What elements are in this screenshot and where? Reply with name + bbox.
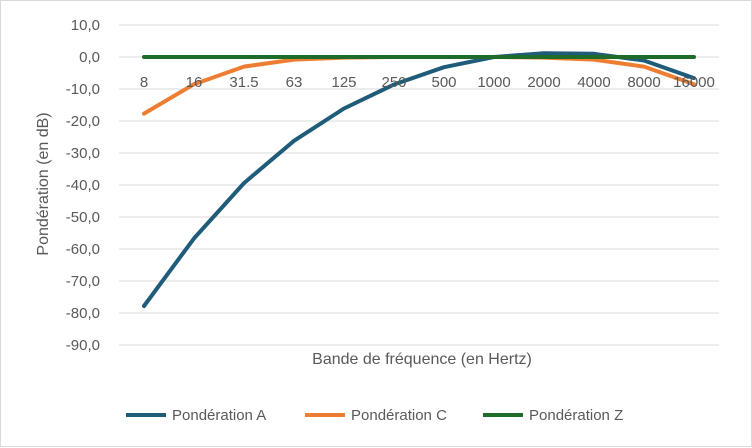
y-axis-ticks: 10,0 0,0 -10,0 -20,0 -30,0 -40,0 -50,0 -60,0 -70… (66, 17, 100, 354)
x-tick-label: 250 (381, 74, 406, 91)
y-tick-label: -40,0 (66, 177, 100, 194)
x-tick-label: 4000 (577, 74, 610, 91)
x-tick-label: 8 (140, 74, 148, 91)
y-tick-label: -20,0 (66, 113, 100, 130)
series-line-1 (142, 51, 696, 308)
legend-label-2: Pondération C (351, 407, 447, 424)
x-tick-label: 500 (431, 74, 456, 91)
y-axis-title: Pondération (en dB) (35, 112, 52, 255)
y-tick-label: 10,0 (71, 17, 100, 34)
legend-label-3: Pondération Z (529, 407, 623, 424)
x-tick-label: 2000 (527, 74, 560, 91)
series-lines (142, 51, 696, 308)
x-tick-label: 63 (286, 74, 303, 91)
x-tick-label: 125 (331, 74, 356, 91)
y-tick-label: -50,0 (66, 209, 100, 226)
y-tick-label: -80,0 (66, 305, 100, 322)
y-tick-label: -90,0 (66, 337, 100, 354)
x-tick-label: 16 (186, 74, 203, 91)
y-tick-label: -60,0 (66, 241, 100, 258)
x-tick-label: 1000 (477, 74, 510, 91)
x-tick-label: 31.5 (229, 74, 258, 91)
y-tick-label: -10,0 (66, 81, 100, 98)
legend: Pondération A Pondération C Pondération Z (126, 407, 623, 424)
legend-label-1: Pondération A (172, 407, 266, 424)
x-axis-ticks: 8 16 31.5 63 125 250 500 1000 2000 4000 8000 16000 (140, 74, 715, 91)
x-tick-label: 16000 (673, 74, 715, 91)
y-tick-label: -70,0 (66, 273, 100, 290)
gridlines (119, 24, 719, 346)
y-tick-label: -30,0 (66, 145, 100, 162)
series-line-2 (142, 55, 696, 116)
x-axis-title: Bande de fréquence (en Hertz) (312, 351, 532, 368)
x-tick-label: 8000 (627, 74, 660, 91)
y-tick-label: 0,0 (79, 49, 100, 66)
